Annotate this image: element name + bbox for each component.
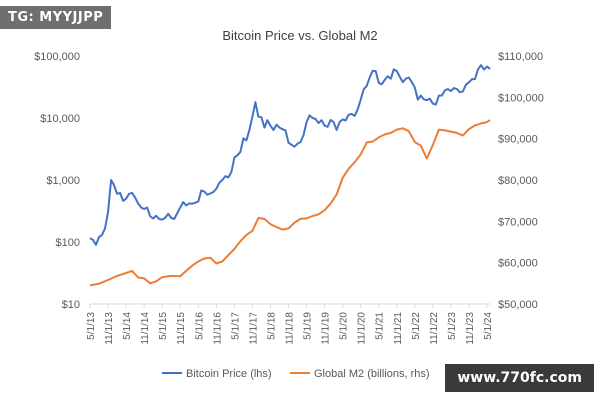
- x-tick-label: 11/1/16: [212, 312, 223, 345]
- left-y-tick-label: $10: [62, 299, 80, 311]
- watermark-bottom-right: www.770fc.com: [445, 364, 594, 392]
- left-y-tick-label: $100: [56, 237, 80, 249]
- x-axis-ticks: 5/1/13 11/1/13 5/1/14 11/1/14 5/1/15 11/1/15 5…: [86, 304, 494, 345]
- x-tick-label: 5/1/19: [303, 312, 314, 340]
- x-tick-label: 5/1/17: [230, 312, 241, 340]
- watermark-top-left: TG: MYYJJPP: [0, 6, 112, 29]
- x-tick-label: 5/1/22: [411, 312, 422, 340]
- x-tick-label: 11/1/17: [248, 312, 259, 345]
- x-tick-label: 11/1/18: [284, 312, 295, 345]
- chart-title: Bitcoin Price vs. Global M2: [222, 28, 377, 43]
- x-tick-label: 5/1/15: [158, 312, 169, 340]
- x-tick-label: 11/1/15: [176, 312, 187, 345]
- global-m2-line: [89, 119, 491, 287]
- x-tick-label: 11/1/20: [357, 312, 368, 345]
- x-tick-label: 5/1/21: [375, 312, 386, 340]
- x-tick-label: 11/1/22: [429, 312, 440, 345]
- right-y-tick-label: $110,000: [498, 51, 543, 63]
- right-y-axis-ticks: $50,000 $60,000 $70,000 $80,000 $90,000 $100,…: [498, 51, 544, 311]
- x-tick-label: 5/1/16: [194, 312, 205, 340]
- left-y-tick-label: $1,000: [46, 175, 80, 187]
- right-y-tick-label: $70,000: [498, 216, 538, 228]
- x-tick-label: 11/1/14: [140, 312, 151, 345]
- x-tick-label: 11/1/21: [393, 312, 404, 345]
- right-y-tick-label: $60,000: [498, 258, 538, 270]
- left-y-tick-label: $100,000: [34, 51, 80, 63]
- x-tick-label: 5/1/14: [122, 312, 133, 340]
- series-lines: [89, 64, 491, 287]
- left-y-tick-label: $10,000: [40, 113, 80, 125]
- x-tick-label: 11/1/13: [104, 312, 115, 345]
- x-tick-label: 11/1/23: [465, 312, 476, 345]
- right-y-tick-label: $80,000: [498, 175, 538, 187]
- legend: Bitcoin Price (lhs) Global M2 (billions, …: [162, 368, 430, 380]
- x-tick-label: 5/1/13: [86, 312, 97, 340]
- x-tick-label: 5/1/18: [266, 312, 277, 340]
- right-y-tick-label: $90,000: [498, 134, 538, 146]
- legend-label-m2: Global M2 (billions, rhs): [314, 368, 430, 380]
- x-tick-label: 5/1/23: [447, 312, 458, 340]
- x-tick-label: 5/1/24: [483, 312, 494, 340]
- legend-label-bitcoin: Bitcoin Price (lhs): [186, 368, 272, 380]
- left-y-axis-ticks: $10 $100 $1,000 $10,000 $100,000: [34, 51, 80, 311]
- bitcoin-price-line: [89, 64, 491, 246]
- x-tick-label: 11/1/19: [321, 312, 332, 345]
- right-y-tick-label: $50,000: [498, 299, 538, 311]
- x-tick-label: 5/1/20: [339, 312, 350, 340]
- right-y-tick-label: $100,000: [498, 92, 544, 104]
